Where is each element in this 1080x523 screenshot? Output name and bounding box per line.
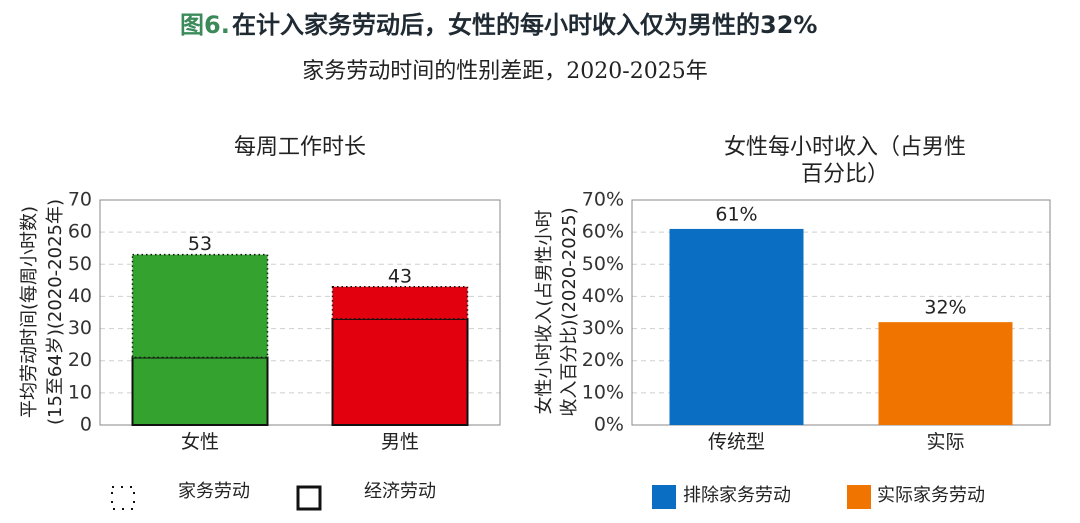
- bar: [878, 322, 1013, 425]
- chart-title: 每周工作时长: [234, 135, 366, 160]
- bar-segment: [331, 317, 469, 426]
- y-tick-label: 70: [68, 189, 92, 211]
- legend-label: 实际家务劳动: [877, 485, 985, 506]
- bar-segment: [131, 356, 269, 426]
- figure-title: 在计入家务劳动后，女性的每小时收入仅为男性的32%: [232, 11, 817, 39]
- legend-swatch: [296, 485, 322, 511]
- y-tick-label: 0: [80, 414, 92, 436]
- y-tick-label: 50%: [582, 253, 624, 275]
- y-axis-label: 女性小时收入(占男性小时: [534, 209, 555, 414]
- y-tick-label: 50: [68, 253, 92, 275]
- x-tick-label: 男性: [381, 431, 419, 453]
- legend-swatch: [111, 486, 135, 510]
- y-axis-label: 平均劳动时间(每周小时数): [19, 206, 40, 418]
- x-tick-label: 女性: [181, 431, 219, 453]
- bar-segment: [131, 253, 269, 359]
- y-tick-label: 70%: [582, 189, 624, 211]
- y-tick-label: 60%: [582, 221, 624, 243]
- legend-label: 家务劳动: [178, 481, 250, 502]
- y-tick-label: 10: [68, 381, 92, 403]
- legend-swatch: [652, 485, 676, 509]
- chart-title: 女性每小时收入（占男性: [724, 135, 966, 160]
- legend-label: 排除家务劳动: [683, 485, 791, 506]
- legend-label: 经济劳动: [364, 481, 436, 502]
- x-tick-label: 传统型: [708, 431, 765, 453]
- chart-title: 百分比）: [801, 162, 889, 187]
- plot-frame: [99, 199, 501, 426]
- bar-segment: [331, 286, 469, 320]
- value-label: 61%: [715, 203, 757, 225]
- y-axis-label: 收入百分比)(2020-2025): [559, 207, 580, 416]
- total-label: 53: [188, 233, 212, 255]
- y-tick-label: 30: [68, 317, 92, 339]
- y-tick-label: 20%: [582, 349, 624, 371]
- y-tick-label: 30%: [582, 317, 624, 339]
- legend-swatch: [847, 485, 871, 509]
- y-tick-label: 0%: [594, 414, 624, 436]
- y-tick-label: 10%: [582, 381, 624, 403]
- y-tick-label: 20: [68, 349, 92, 371]
- figure-label: 图6.: [180, 11, 230, 39]
- y-axis-label: (15至64岁)(2020-2025年): [45, 199, 66, 425]
- y-tick-label: 40: [68, 285, 92, 307]
- y-tick-label: 60: [68, 221, 92, 243]
- plot-frame: [631, 199, 1051, 426]
- subtitle: 家务劳动时间的性别差距，2020-2025年: [302, 59, 707, 84]
- x-tick-label: 实际: [926, 431, 964, 453]
- total-label: 43: [388, 265, 412, 287]
- value-label: 32%: [924, 297, 966, 319]
- y-tick-label: 40%: [582, 285, 624, 307]
- bar: [669, 228, 804, 425]
